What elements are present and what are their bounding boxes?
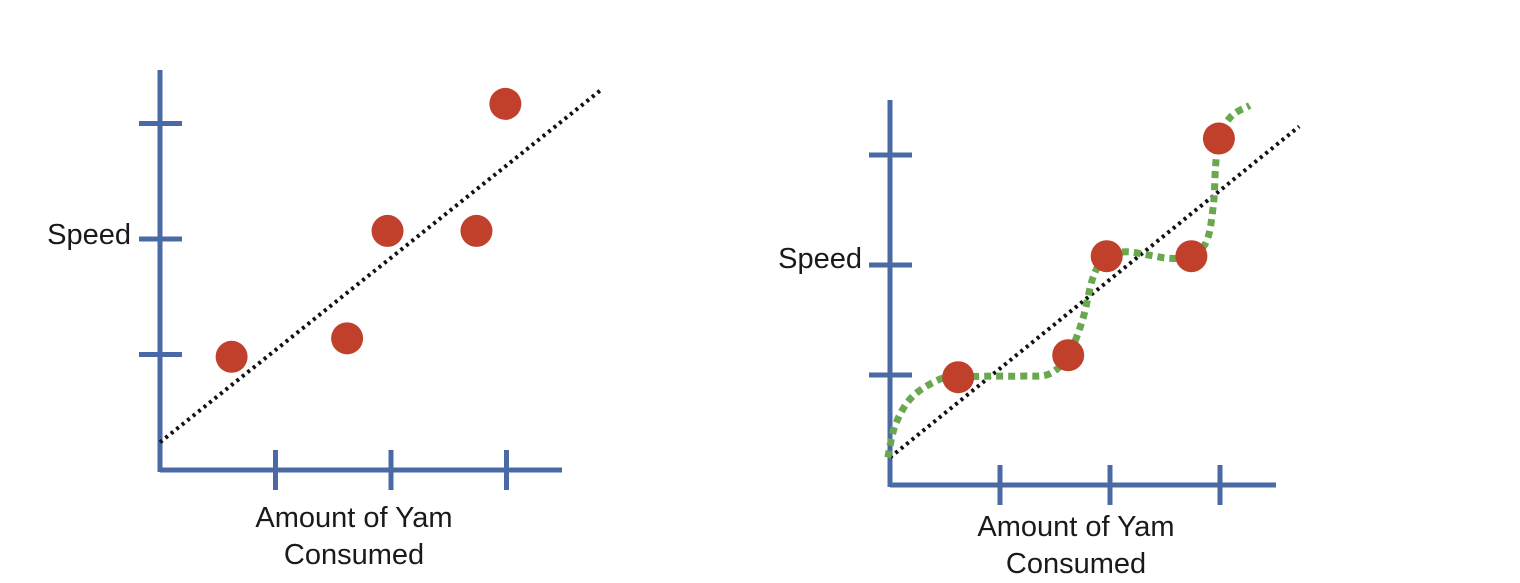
data-point xyxy=(1202,122,1235,155)
data-point xyxy=(460,214,493,247)
data-point xyxy=(215,340,248,373)
overfit-curve xyxy=(884,102,1252,459)
data-point xyxy=(489,87,522,120)
data-point xyxy=(1090,240,1123,273)
data-point xyxy=(1052,339,1085,372)
x-axis-label-line-1: Amount of Yam xyxy=(977,511,1174,543)
data-point xyxy=(331,322,364,355)
linear-fit-line xyxy=(888,124,1301,460)
x-axis-label-line-1: Amount of Yam xyxy=(255,502,452,534)
y-axis-label: Speed xyxy=(47,219,131,251)
data-point xyxy=(1175,240,1208,273)
chart-right: Speed Amount of Yam Consumed xyxy=(778,100,1301,580)
y-axis-label: Speed xyxy=(778,243,862,275)
chart-left: Speed Amount of Yam Consumed xyxy=(47,70,604,571)
data-point xyxy=(942,361,975,394)
linear-fit-line xyxy=(158,87,604,444)
x-axis-label-line-2: Consumed xyxy=(284,539,424,571)
x-axis-label-line-2: Consumed xyxy=(1006,548,1146,580)
data-point xyxy=(371,214,404,247)
